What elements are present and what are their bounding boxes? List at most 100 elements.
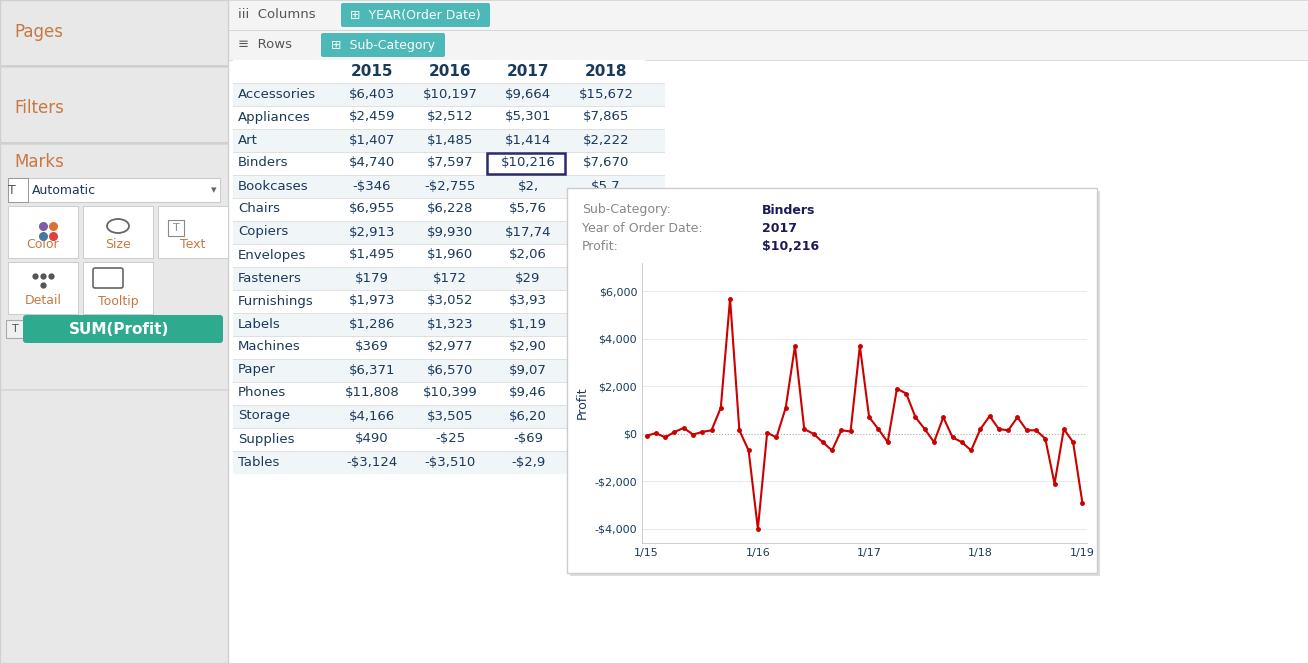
Text: -$2,9: -$2,9 xyxy=(511,455,545,469)
Text: $9,07: $9,07 xyxy=(509,363,547,377)
Text: $1,19: $1,19 xyxy=(509,318,547,330)
Text: $7,865: $7,865 xyxy=(583,111,629,123)
Text: Binders: Binders xyxy=(238,156,289,170)
Text: -$2,755: -$2,755 xyxy=(424,180,476,192)
Bar xyxy=(228,0,1308,30)
Text: Envelopes: Envelopes xyxy=(238,249,306,261)
Bar xyxy=(233,382,664,405)
Text: $29: $29 xyxy=(515,272,540,284)
FancyBboxPatch shape xyxy=(320,33,445,57)
Bar xyxy=(0,0,228,663)
Bar xyxy=(233,359,664,382)
Text: -$346: -$346 xyxy=(353,180,391,192)
Bar xyxy=(566,188,1097,573)
Text: 2017: 2017 xyxy=(506,64,549,78)
Bar xyxy=(487,153,565,174)
Text: $6,955: $6,955 xyxy=(349,202,395,215)
Bar xyxy=(233,106,664,129)
Bar xyxy=(82,262,153,314)
Text: T: T xyxy=(8,184,16,196)
Bar xyxy=(233,60,645,83)
Text: Filters: Filters xyxy=(14,99,64,117)
Text: $2,913: $2,913 xyxy=(349,225,395,239)
Text: $2,222: $2,222 xyxy=(582,133,629,147)
Text: Chairs: Chairs xyxy=(238,202,280,215)
Bar xyxy=(233,336,664,359)
Bar xyxy=(228,30,1308,60)
Text: -$3,124: -$3,124 xyxy=(347,455,398,469)
Text: $9,930: $9,930 xyxy=(426,225,473,239)
Bar xyxy=(7,320,24,338)
Text: $6,570: $6,570 xyxy=(426,363,473,377)
Text: -$69: -$69 xyxy=(513,432,543,446)
Bar xyxy=(233,267,664,290)
Text: $1,286: $1,286 xyxy=(349,318,395,330)
Bar xyxy=(233,152,664,175)
FancyBboxPatch shape xyxy=(24,315,222,343)
Text: $3,505: $3,505 xyxy=(426,410,473,422)
Text: $15,672: $15,672 xyxy=(578,88,633,101)
Text: Furnishings: Furnishings xyxy=(238,294,314,308)
Text: $9,664: $9,664 xyxy=(505,88,551,101)
Bar xyxy=(233,198,664,221)
Text: Tooltip: Tooltip xyxy=(98,294,139,308)
Text: Size: Size xyxy=(105,239,131,251)
Bar xyxy=(8,262,78,314)
Text: $7,670: $7,670 xyxy=(583,156,629,170)
Bar xyxy=(233,313,664,336)
Bar xyxy=(233,290,664,313)
Text: Storage: Storage xyxy=(238,410,290,422)
Bar xyxy=(158,206,228,258)
Text: $369: $369 xyxy=(356,341,388,353)
Text: Text: Text xyxy=(181,239,205,251)
Text: $179: $179 xyxy=(354,272,388,284)
Text: Paper: Paper xyxy=(238,363,276,377)
Text: $6,228: $6,228 xyxy=(426,202,473,215)
Text: Automatic: Automatic xyxy=(31,184,95,196)
Text: $2,977: $2,977 xyxy=(426,341,473,353)
Text: $1,495: $1,495 xyxy=(349,249,395,261)
Text: $172: $172 xyxy=(433,272,467,284)
Text: ⊞  YEAR(Order Date): ⊞ YEAR(Order Date) xyxy=(349,9,480,21)
Bar xyxy=(0,142,228,144)
Text: iii  Columns: iii Columns xyxy=(238,9,315,21)
Text: Detail: Detail xyxy=(25,294,61,308)
Text: $1,323: $1,323 xyxy=(426,318,473,330)
Bar xyxy=(233,428,664,451)
Text: $5,76: $5,76 xyxy=(509,202,547,215)
Text: T: T xyxy=(12,324,18,334)
Bar xyxy=(228,0,1308,30)
Bar xyxy=(233,244,664,267)
Bar xyxy=(233,83,664,106)
Y-axis label: Profit: Profit xyxy=(576,387,589,419)
Text: Art: Art xyxy=(238,133,258,147)
Text: Machines: Machines xyxy=(238,341,301,353)
FancyBboxPatch shape xyxy=(341,3,490,27)
Text: $6,403: $6,403 xyxy=(349,88,395,101)
Bar xyxy=(233,221,664,244)
Bar xyxy=(233,129,664,152)
Text: Appliances: Appliances xyxy=(238,111,311,123)
Text: $1,414: $1,414 xyxy=(505,133,551,147)
Text: 2015: 2015 xyxy=(351,64,394,78)
Text: ▾: ▾ xyxy=(211,185,217,195)
Bar xyxy=(167,220,184,236)
Bar xyxy=(233,451,664,474)
Text: 2016: 2016 xyxy=(429,64,471,78)
Text: $6,371: $6,371 xyxy=(349,363,395,377)
Text: Supplies: Supplies xyxy=(238,432,294,446)
Bar xyxy=(0,0,228,65)
Text: $1,485: $1,485 xyxy=(426,133,473,147)
Bar xyxy=(0,0,228,663)
Bar xyxy=(8,178,220,202)
Text: $3,052: $3,052 xyxy=(426,294,473,308)
Text: ⊞  Sub-Category: ⊞ Sub-Category xyxy=(331,38,436,52)
Text: $10,216: $10,216 xyxy=(501,156,556,170)
Bar xyxy=(0,67,228,142)
Text: $5,7: $5,7 xyxy=(591,180,621,192)
Text: $9,46: $9,46 xyxy=(509,387,547,400)
Bar xyxy=(233,405,664,428)
Bar xyxy=(8,206,78,258)
Text: Fasteners: Fasteners xyxy=(238,272,302,284)
Text: Accessories: Accessories xyxy=(238,88,317,101)
